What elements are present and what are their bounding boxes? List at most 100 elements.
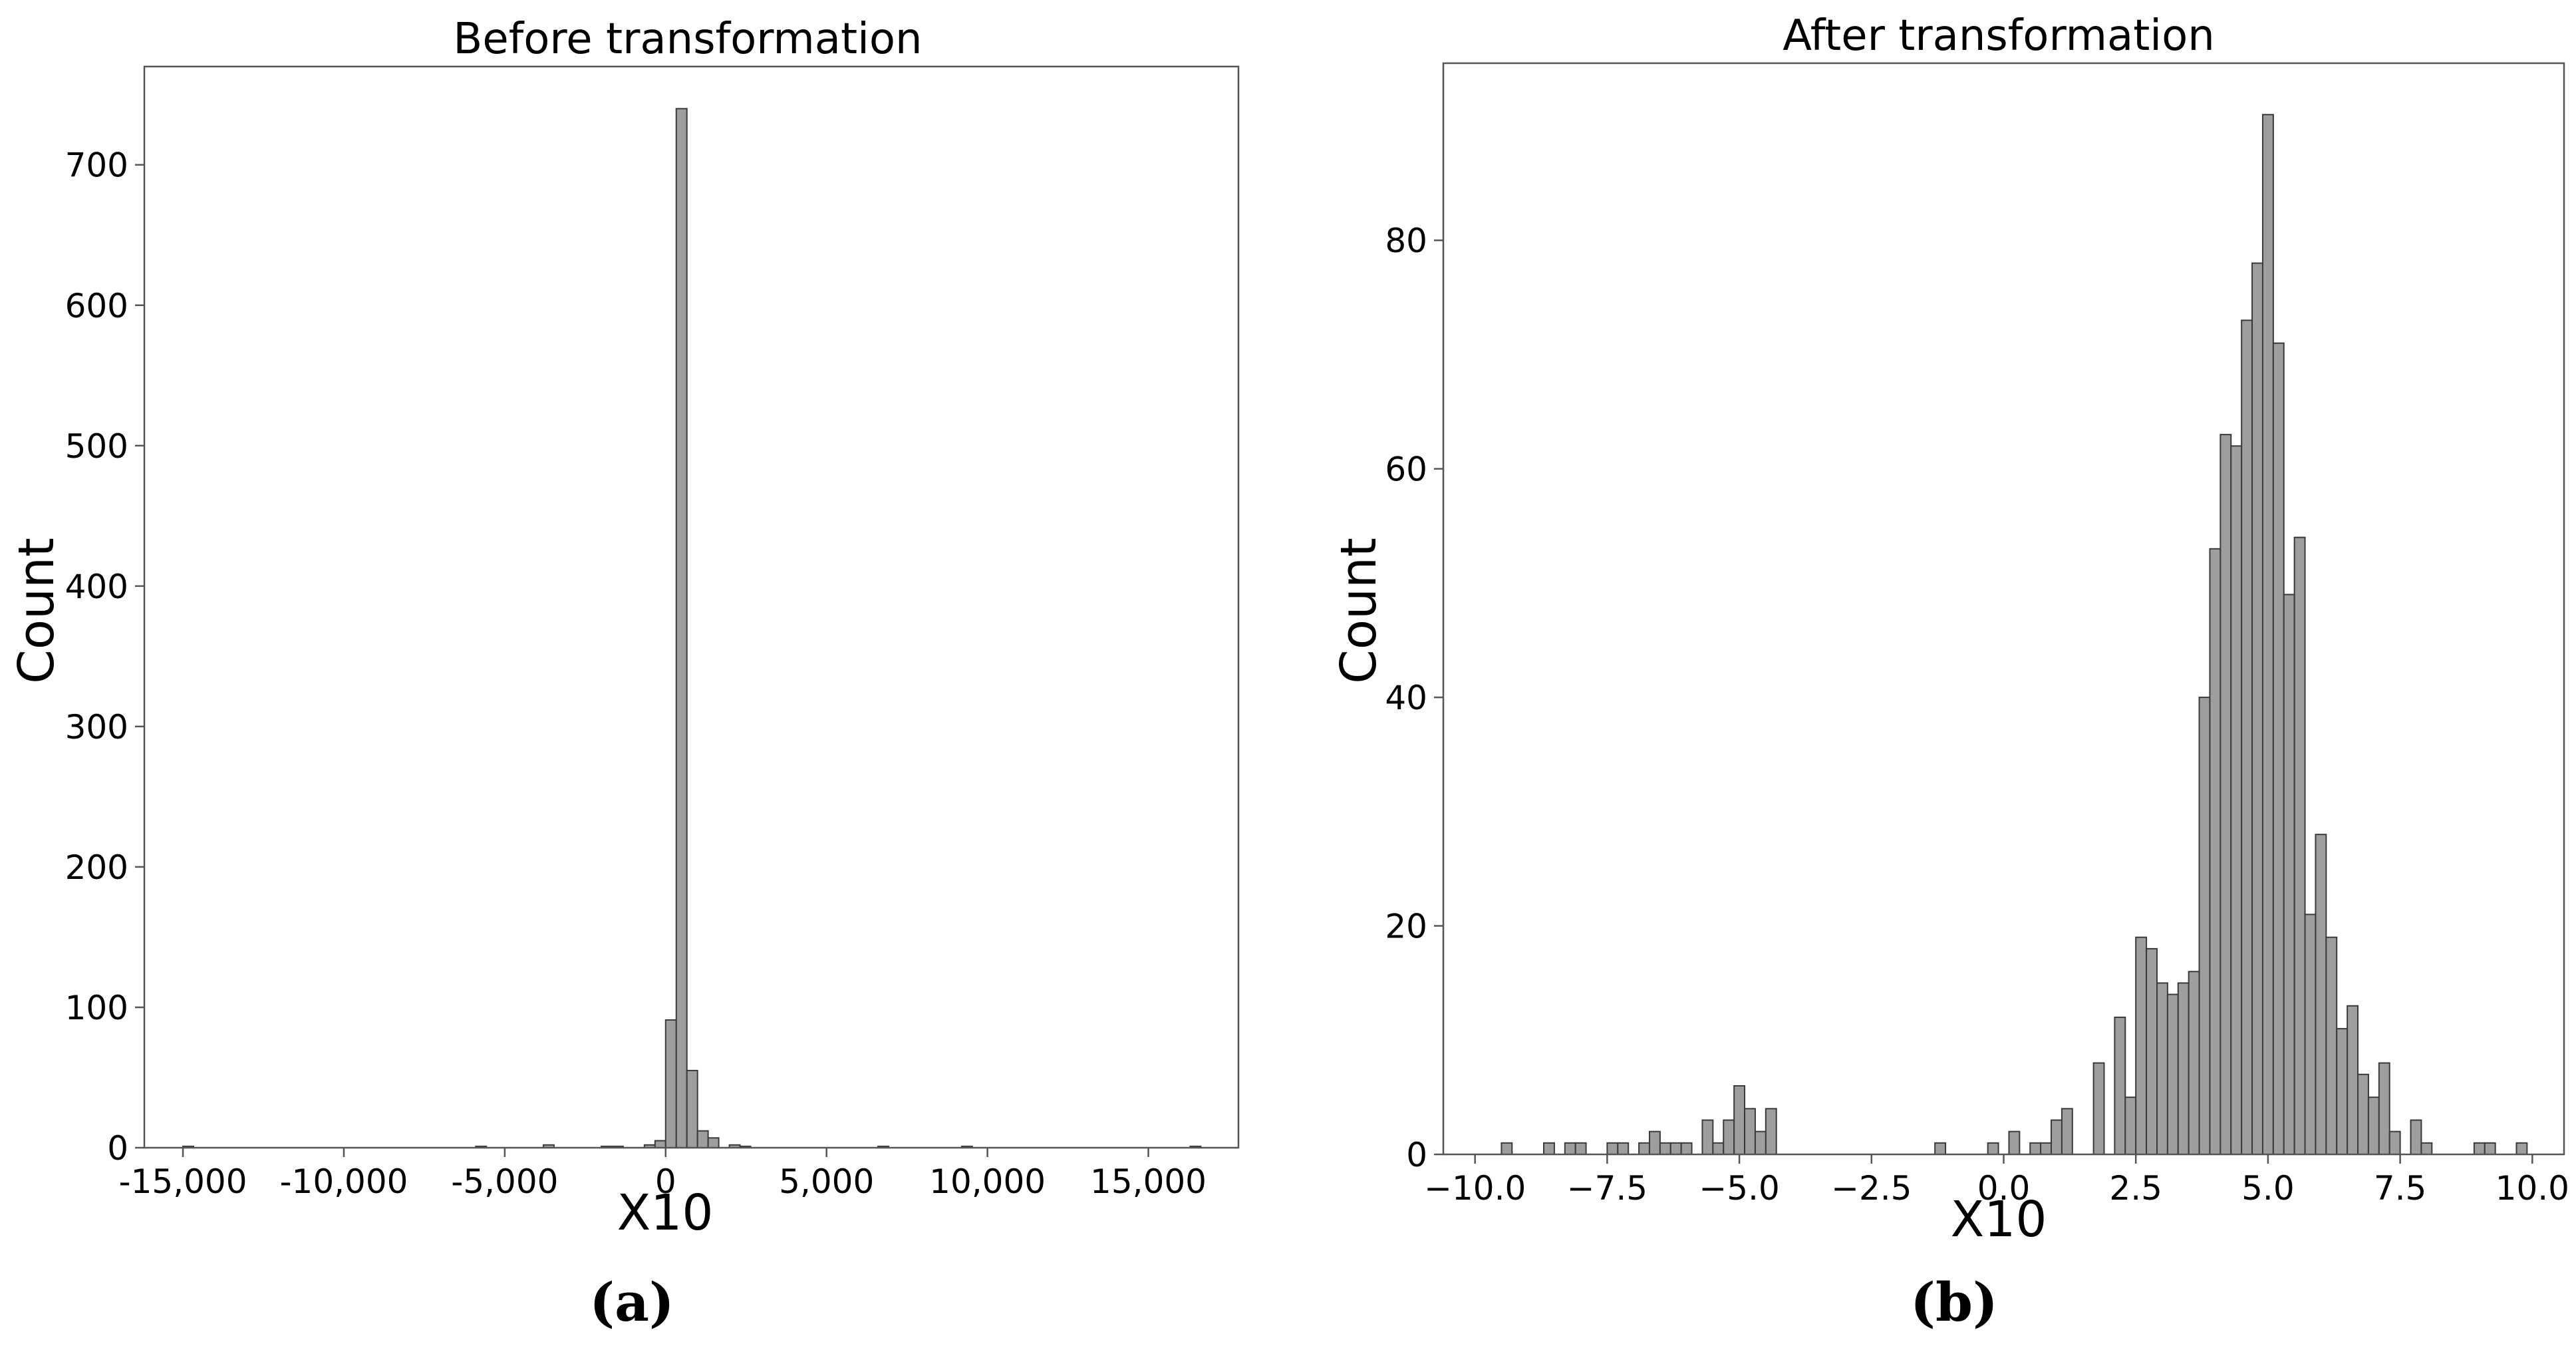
- x-tick-label: 10,000: [929, 1162, 1046, 1201]
- y-tick-label: 700: [65, 146, 128, 185]
- histogram-bar: [2261, 114, 2274, 1155]
- x-tick-label: −5.0: [1699, 1169, 1779, 1208]
- histogram-bar: [2515, 1142, 2528, 1155]
- histogram-bar: [2272, 342, 2285, 1155]
- bar-group: [182, 108, 1202, 1149]
- y-tick-label: 400: [65, 568, 128, 606]
- histogram-bar: [1934, 1142, 1947, 1155]
- histogram-bar: [2219, 434, 2232, 1155]
- histogram-bar: [2410, 1119, 2422, 1155]
- y-tick-label: 20: [1385, 908, 1427, 946]
- histogram-bar: [686, 1069, 698, 1149]
- histogram-bar: [1765, 1108, 1777, 1156]
- panel-label: (b): [1910, 1271, 1998, 1333]
- histogram-bar: [2251, 262, 2263, 1155]
- x-tick-label: −10.0: [1424, 1169, 1526, 1208]
- histogram-bar: [2420, 1142, 2433, 1155]
- y-tick-label: 500: [65, 427, 128, 466]
- histogram-bar: [1574, 1142, 1587, 1155]
- histogram-bar: [2051, 1119, 2063, 1155]
- histogram-bar: [2092, 1062, 2105, 1155]
- histogram-bar: [1659, 1142, 1671, 1155]
- histogram-bar: [707, 1137, 720, 1148]
- histogram-bar: [1606, 1142, 1619, 1155]
- histogram-bar: [2209, 548, 2221, 1155]
- histogram-bar: [1638, 1142, 1650, 1155]
- y-tick-label: 100: [65, 989, 128, 1027]
- histogram-bar: [664, 1019, 677, 1148]
- histogram-bar: [1701, 1119, 1714, 1155]
- histogram-bar: [1712, 1142, 1725, 1155]
- plot-frame: [1442, 62, 2565, 1156]
- x-tick-label: 15,000: [1090, 1162, 1207, 1201]
- x-tick-label: 0.0: [1977, 1169, 2031, 1208]
- y-tick-label: 600: [65, 287, 128, 325]
- histogram-bar: [1564, 1142, 1576, 1155]
- histogram-bar: [2378, 1062, 2390, 1155]
- x-tick-label: 2.5: [2109, 1169, 2162, 1208]
- y-tick-label: 80: [1385, 222, 1427, 260]
- histogram-bar: [2135, 936, 2148, 1155]
- tick-group: −10.0 −7.5 −5.0 −2.5 0.0 2.5 5.0 7.5 10.0 0 20 40 60…: [1385, 222, 2569, 1208]
- histogram-bar: [2388, 1130, 2401, 1156]
- histogram-bar: [2315, 834, 2327, 1156]
- histogram-bar: [2347, 1005, 2359, 1155]
- histogram-bar: [1680, 1142, 1693, 1155]
- x-tick-label: 7.5: [2374, 1169, 2427, 1208]
- x-tick-label: -15,000: [119, 1162, 247, 1201]
- y-tick-label: 300: [65, 708, 128, 747]
- histogram-bar: [696, 1130, 709, 1149]
- histogram-bar: [1723, 1119, 1735, 1155]
- x-tick-label: 5.0: [2241, 1169, 2295, 1208]
- histogram-bar: [2283, 593, 2295, 1155]
- histogram-bar: [1733, 1085, 1746, 1155]
- x-tick-label: 10.0: [2496, 1169, 2569, 1208]
- y-tick-label: 0: [1406, 1136, 1427, 1174]
- histogram-bar: [2230, 445, 2243, 1155]
- histogram-bar: [2293, 536, 2306, 1155]
- histogram-bar: [1543, 1142, 1555, 1155]
- histogram-bar: [2241, 319, 2253, 1155]
- x-tick-label: 5,000: [779, 1162, 874, 1201]
- histogram-bar: [2336, 1028, 2349, 1155]
- histogram-bar: [1754, 1130, 1767, 1156]
- y-tick-label: 200: [65, 848, 128, 887]
- plot-frame: [143, 65, 1240, 1149]
- histogram-bar: [2198, 697, 2211, 1155]
- histogram-bar: [2188, 971, 2200, 1155]
- y-tick-label: 40: [1385, 679, 1427, 717]
- histogram-bar: [2008, 1130, 2021, 1156]
- histogram-bar: [2146, 947, 2158, 1155]
- histogram-bar: [2124, 1096, 2137, 1156]
- histogram-bar: [2061, 1108, 2073, 1156]
- x-tick-label: −2.5: [1831, 1169, 1912, 1208]
- histogram-bar: [1617, 1142, 1630, 1155]
- histogram-bar: [2484, 1142, 2496, 1155]
- histogram-bar: [2040, 1142, 2053, 1155]
- x-tick-label: 0: [655, 1162, 676, 1201]
- histogram-bar: [2114, 1016, 2126, 1156]
- histogram-bar: [2029, 1142, 2042, 1155]
- y-tick-label: 0: [107, 1129, 128, 1168]
- histogram-bar: [675, 108, 688, 1148]
- histogram-bar: [1501, 1142, 1513, 1155]
- histogram-bar: [2304, 914, 2317, 1155]
- histogram-bar: [2357, 1073, 2369, 1156]
- chart-after-transformation: After transformation Count X10 −10.0 −7.5…: [1330, 11, 2569, 1333]
- x-tick-label: −7.5: [1567, 1169, 1647, 1208]
- histogram-bar: [654, 1140, 666, 1148]
- panel-label: (a): [589, 1271, 674, 1333]
- chart-title: After transformation: [1783, 11, 2215, 61]
- x-tick-label: -5,000: [451, 1162, 558, 1201]
- histogram-bar: [2325, 936, 2338, 1155]
- y-tick-label: 60: [1385, 450, 1427, 489]
- chart-before-transformation: Before transformation Count X10 -15,000-…: [8, 15, 1240, 1333]
- x-tick-label: -10,000: [279, 1162, 408, 1201]
- x-axis-label: X10: [1951, 1191, 2047, 1248]
- y-axis-label: Count: [8, 538, 65, 684]
- histogram-bar: [2473, 1142, 2486, 1155]
- histogram-bar: [1744, 1108, 1756, 1156]
- chart-title: Before transformation: [453, 15, 922, 64]
- histogram-bar: [1669, 1142, 1682, 1155]
